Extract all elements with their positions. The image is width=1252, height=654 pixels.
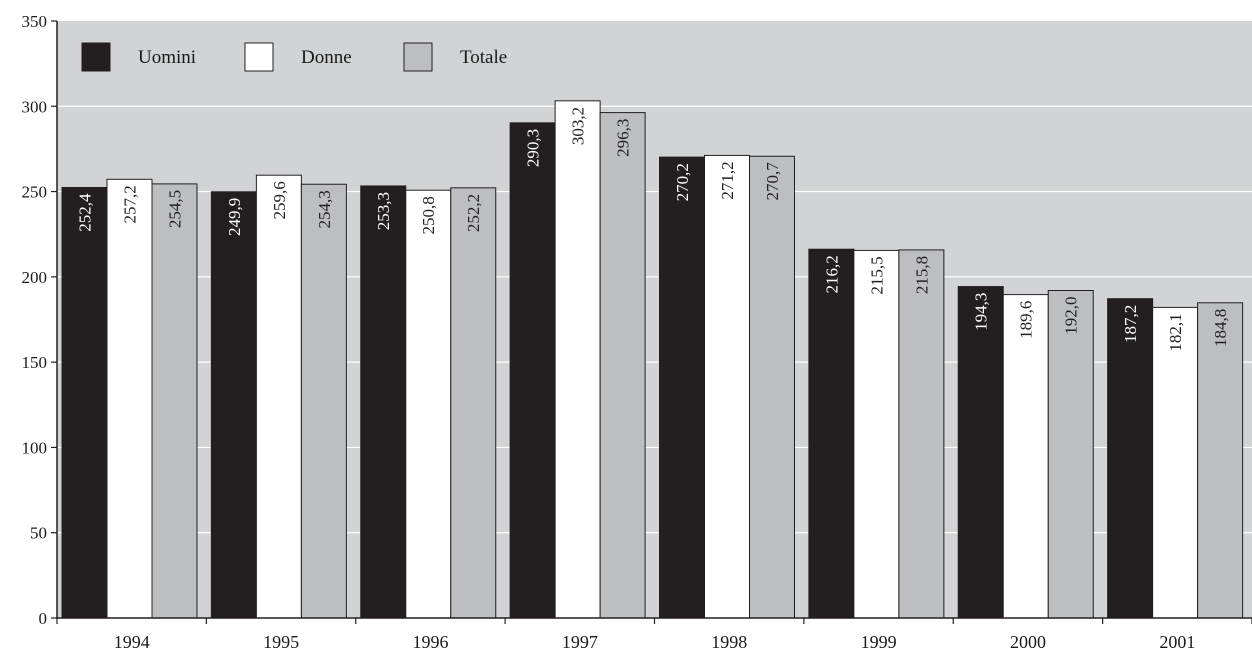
data-label: 303,2 (569, 107, 588, 145)
data-label: 259,6 (270, 181, 289, 219)
y-tick-label: 150 (22, 353, 48, 372)
y-tick-label: 200 (22, 268, 48, 287)
data-label: 252,2 (464, 194, 483, 232)
bar-donne-1995 (255, 174, 302, 619)
data-label: 215,5 (867, 256, 886, 294)
bar-uomini-1997 (509, 122, 556, 619)
bar-uomini-2001 (1107, 298, 1154, 619)
legend-swatch-totale (403, 42, 433, 72)
y-tick-label: 50 (30, 524, 47, 543)
bars: 252,4 257,2 254,5 249,9 259,6 254,3 253,3 250,8… (61, 100, 1244, 619)
bar-donne-1999 (853, 249, 900, 619)
legend-label-totale: Totale (460, 47, 507, 68)
x-tick-label: 1996 (412, 632, 448, 652)
y-tick-label: 300 (22, 97, 48, 116)
bar-totale-1996 (450, 187, 497, 619)
legend: Uomini Donne Totale (81, 42, 507, 72)
x-tick-label: 2000 (1010, 632, 1046, 652)
data-label: 249,9 (225, 198, 244, 236)
bar-uomini-1995 (210, 191, 257, 619)
data-label: 216,2 (822, 255, 841, 293)
bar-uomini-2000 (957, 286, 1004, 619)
y-tick-label: 0 (39, 609, 48, 628)
y-tick-label: 350 (22, 12, 48, 31)
data-label: 254,5 (166, 190, 185, 228)
legend-label-uomini: Uomini (138, 47, 196, 68)
bar-uomini-1994 (61, 186, 108, 619)
y-tick-label: 250 (22, 183, 48, 202)
x-tick-label: 2001 (1159, 632, 1195, 652)
bar-totale-2000 (1047, 290, 1094, 619)
bar-donne-2000 (1002, 294, 1049, 619)
data-label: 192,0 (1062, 297, 1081, 335)
data-label: 252,4 (76, 193, 95, 232)
x-tick-label: 1995 (263, 632, 299, 652)
legend-swatch-donne (244, 42, 274, 72)
bar-donne-1996 (405, 189, 452, 619)
data-label: 194,3 (972, 293, 991, 331)
bar-totale-1997 (599, 112, 646, 619)
data-label: 182,1 (1166, 313, 1185, 351)
data-label: 250,8 (419, 196, 438, 234)
bar-donne-1998 (704, 154, 750, 619)
data-label: 270,2 (673, 163, 692, 201)
y-tick-label: 100 (22, 438, 48, 457)
data-label: 254,3 (315, 190, 334, 228)
data-label: 215,8 (912, 256, 931, 294)
data-label: 253,3 (374, 192, 393, 230)
bar-totale-2001 (1197, 302, 1244, 619)
data-label: 184,8 (1211, 309, 1230, 347)
bar-donne-1997 (554, 100, 601, 619)
x-tick-label: 1998 (711, 632, 747, 652)
data-label: 189,6 (1017, 301, 1036, 339)
bar-totale-1995 (300, 183, 347, 619)
bar-donne-2001 (1152, 306, 1199, 619)
bar-totale-1999 (898, 249, 945, 619)
data-label: 296,3 (614, 119, 633, 157)
legend-swatch-uomini (81, 42, 111, 72)
data-label: 270,7 (763, 162, 782, 201)
bar-uomini-1998 (659, 156, 705, 619)
axes: 0 50 100 150 200 250 300 350 1994 1995 1996 1997 199… (22, 12, 1252, 652)
bar-totale-1994 (151, 183, 198, 619)
bar-donne-1994 (106, 178, 153, 619)
data-label: 187,2 (1121, 305, 1140, 343)
data-label: 271,2 (718, 161, 737, 199)
data-label: 290,3 (524, 129, 543, 167)
data-label: 257,2 (121, 185, 140, 223)
bar-uomini-1999 (808, 248, 855, 619)
x-tick-label: 1997 (562, 632, 598, 652)
legend-label-donne: Donne (301, 47, 352, 68)
bar-totale-1998 (749, 155, 795, 619)
x-tick-label: 1999 (861, 632, 897, 652)
x-tick-label: 1994 (114, 632, 150, 652)
bar-uomini-1996 (360, 185, 407, 619)
